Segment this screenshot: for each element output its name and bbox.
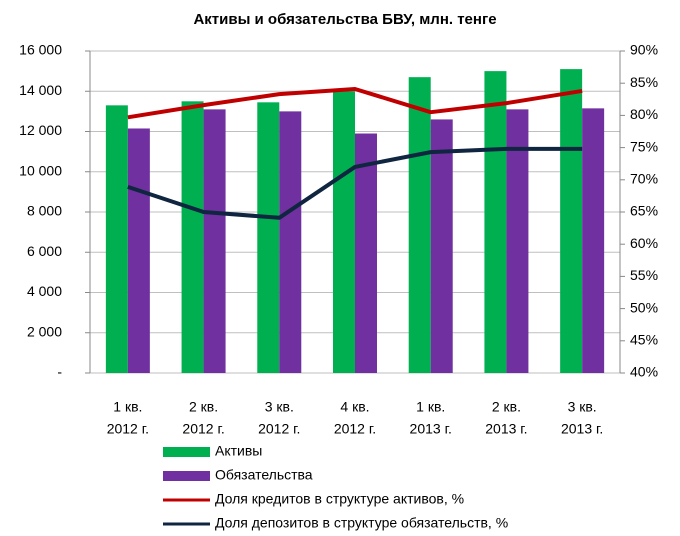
- legend-label: Активы: [215, 443, 262, 459]
- legend-label: Обязательства: [215, 467, 313, 483]
- legend-label: Доля депозитов в структуре обязательств,…: [215, 515, 508, 531]
- legend-swatch: [163, 447, 210, 457]
- y2-tick-label: 50%: [630, 299, 658, 315]
- bar: [560, 69, 583, 374]
- bar: [430, 119, 453, 373]
- y-tick-label: 16 000: [19, 42, 62, 58]
- y-tick-label: 10 000: [19, 162, 62, 178]
- line-series: [127, 146, 583, 220]
- bar: [408, 77, 431, 373]
- bar: [355, 133, 377, 373]
- y2-tick-label: 90%: [630, 42, 658, 58]
- x-tick-label: 2012 г.: [334, 421, 376, 437]
- x-tick-label: 2013 г.: [485, 421, 527, 437]
- y2-tick-label: 40%: [630, 364, 658, 380]
- line-series: [127, 86, 583, 120]
- legend-swatch: [163, 471, 210, 481]
- x-tick-label: 2 кв.: [492, 399, 521, 415]
- bar: [105, 105, 128, 374]
- x-tick-label: 3 кв.: [265, 399, 294, 415]
- bar: [203, 109, 226, 374]
- x-tick-label: 3 кв.: [568, 399, 597, 415]
- y-tick-label: 6 000: [27, 243, 62, 259]
- bar: [181, 101, 204, 373]
- chart-title: Активы и обязательства БВУ, млн. тенге: [193, 11, 496, 28]
- legend-label: Доля кредитов в структуре активов, %: [215, 491, 464, 507]
- bar: [279, 111, 302, 373]
- y-tick-label: 2 000: [27, 323, 62, 339]
- bar: [127, 128, 150, 373]
- x-tick-label: 2 кв.: [189, 399, 218, 415]
- y2-tick-label: 45%: [630, 332, 658, 348]
- y2-tick-label: 65%: [630, 203, 658, 219]
- x-tick-label: 1 кв.: [416, 399, 445, 415]
- y2-tick-label: 80%: [630, 106, 658, 122]
- x-tick-label: 2013 г.: [410, 421, 452, 437]
- y-tick-label: -: [57, 364, 62, 380]
- x-tick-label: 1 кв.: [113, 399, 142, 415]
- y2-tick-label: 60%: [630, 235, 658, 251]
- bar: [333, 91, 355, 373]
- x-tick-label: 2012 г.: [258, 421, 300, 437]
- x-tick-label: 4 кв.: [340, 399, 369, 415]
- bar: [506, 109, 529, 374]
- y2-tick-label: 85%: [630, 74, 658, 90]
- y-tick-label: 14 000: [19, 82, 62, 98]
- x-tick-label: 2012 г.: [182, 421, 224, 437]
- bar: [484, 71, 507, 373]
- x-tick-label: 2012 г.: [107, 421, 149, 437]
- y2-tick-label: 75%: [630, 138, 658, 154]
- y-tick-label: 4 000: [27, 283, 62, 299]
- y2-tick-label: 70%: [630, 171, 658, 187]
- x-tick-label: 2013 г.: [561, 421, 603, 437]
- y-tick-label: 8 000: [27, 203, 62, 219]
- y-tick-label: 12 000: [19, 122, 62, 138]
- bar: [257, 102, 280, 373]
- y2-tick-label: 55%: [630, 267, 658, 283]
- bar: [582, 108, 605, 373]
